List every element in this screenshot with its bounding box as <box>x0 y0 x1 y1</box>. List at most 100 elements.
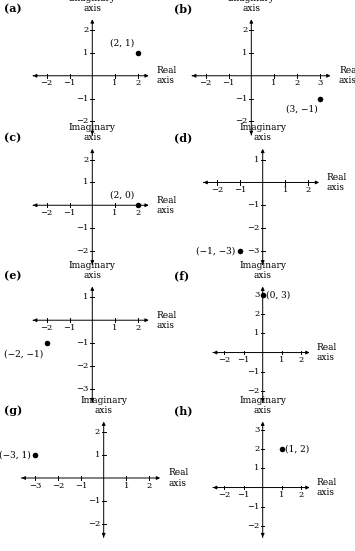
Text: Real
axis: Real axis <box>316 478 337 497</box>
Text: 1: 1 <box>95 451 100 459</box>
Text: (c): (c) <box>4 132 21 143</box>
Text: (f): (f) <box>174 270 189 281</box>
Text: 2: 2 <box>242 26 248 34</box>
Text: 2: 2 <box>254 445 260 453</box>
Text: 1: 1 <box>83 294 89 301</box>
Text: 1: 1 <box>124 482 129 490</box>
Text: −3: −3 <box>76 385 89 392</box>
Text: 3: 3 <box>317 79 322 88</box>
Text: −2: −2 <box>218 490 231 499</box>
Text: Real
axis: Real axis <box>169 468 189 488</box>
Text: 1: 1 <box>253 156 259 164</box>
Text: (0, 3): (0, 3) <box>266 291 290 300</box>
Text: (−2, −1): (−2, −1) <box>4 349 43 358</box>
Text: Real
axis: Real axis <box>156 196 176 215</box>
Text: Imaginary
axis: Imaginary axis <box>239 396 286 415</box>
Text: (d): (d) <box>174 132 192 143</box>
Text: 1: 1 <box>283 186 288 194</box>
Text: (3, −1): (3, −1) <box>286 104 317 114</box>
Text: −2: −2 <box>76 362 89 370</box>
Text: −2: −2 <box>235 117 248 125</box>
Text: −1: −1 <box>234 186 246 194</box>
Text: −1: −1 <box>63 209 76 217</box>
Text: −2: −2 <box>211 186 223 194</box>
Text: (b): (b) <box>174 3 192 14</box>
Text: 2: 2 <box>95 429 100 436</box>
Text: −1: −1 <box>63 324 76 332</box>
Text: −1: −1 <box>237 490 250 499</box>
Text: −1: −1 <box>63 79 76 88</box>
Text: −1: −1 <box>76 224 89 232</box>
Text: −1: −1 <box>247 503 260 511</box>
Text: Imaginary
axis: Imaginary axis <box>69 123 116 143</box>
Text: Imaginary
axis: Imaginary axis <box>228 0 275 13</box>
Text: (a): (a) <box>4 3 21 14</box>
Text: −2: −2 <box>247 387 260 395</box>
Text: Imaginary
axis: Imaginary axis <box>239 261 286 280</box>
Text: −2: −2 <box>247 522 260 530</box>
Text: 2: 2 <box>147 482 152 490</box>
Text: −2: −2 <box>40 79 53 88</box>
Text: 1: 1 <box>83 49 89 57</box>
Text: Imaginary
axis: Imaginary axis <box>69 261 116 280</box>
Text: −2: −2 <box>40 324 53 332</box>
Text: (1, 2): (1, 2) <box>285 445 309 454</box>
Text: 2: 2 <box>294 79 300 88</box>
Text: 2: 2 <box>135 79 141 88</box>
Text: 2: 2 <box>306 186 311 194</box>
Text: 2: 2 <box>83 26 89 34</box>
Text: 2: 2 <box>83 156 89 164</box>
Text: 2: 2 <box>298 355 304 364</box>
Text: 1: 1 <box>254 464 260 472</box>
Text: −1: −1 <box>247 368 260 376</box>
Text: (−3, 1): (−3, 1) <box>0 451 31 460</box>
Text: (g): (g) <box>4 405 22 416</box>
Text: Real
axis: Real axis <box>327 173 347 192</box>
Text: 1: 1 <box>83 179 89 186</box>
Text: −1: −1 <box>76 339 89 347</box>
Text: 1: 1 <box>242 49 248 57</box>
Text: Imaginary
axis: Imaginary axis <box>239 123 286 143</box>
Text: Real
axis: Real axis <box>339 66 355 85</box>
Text: Real
axis: Real axis <box>156 311 176 330</box>
Text: −1: −1 <box>88 497 100 505</box>
Text: 2: 2 <box>298 490 304 499</box>
Text: −2: −2 <box>247 224 259 232</box>
Text: −1: −1 <box>222 79 235 88</box>
Text: (e): (e) <box>4 270 21 281</box>
Text: Imaginary
axis: Imaginary axis <box>69 0 116 13</box>
Text: −3: −3 <box>247 247 259 255</box>
Text: −1: −1 <box>75 482 87 490</box>
Text: 1: 1 <box>272 79 277 88</box>
Text: −3: −3 <box>29 482 42 490</box>
Text: (h): (h) <box>174 405 192 416</box>
Text: Imaginary
axis: Imaginary axis <box>80 396 127 415</box>
Text: −2: −2 <box>52 482 64 490</box>
Text: −2: −2 <box>40 209 53 217</box>
Text: 1: 1 <box>254 329 260 337</box>
Text: (−1, −3): (−1, −3) <box>196 246 235 255</box>
Text: Real
axis: Real axis <box>156 66 176 85</box>
Text: −2: −2 <box>218 355 231 364</box>
Text: 1: 1 <box>113 79 118 88</box>
Text: −2: −2 <box>76 117 89 125</box>
Text: 1: 1 <box>113 324 118 332</box>
Text: −2: −2 <box>76 247 89 255</box>
Text: 3: 3 <box>254 426 260 434</box>
Text: 2: 2 <box>135 209 141 217</box>
Text: 1: 1 <box>279 490 284 499</box>
Text: (2, 1): (2, 1) <box>110 38 135 47</box>
Text: 1: 1 <box>279 355 284 364</box>
Text: 1: 1 <box>113 209 118 217</box>
Text: −1: −1 <box>237 355 250 364</box>
Text: −1: −1 <box>247 201 259 209</box>
Text: −2: −2 <box>200 79 212 88</box>
Text: 2: 2 <box>135 324 141 332</box>
Text: −1: −1 <box>235 95 248 102</box>
Text: Real
axis: Real axis <box>316 343 337 362</box>
Text: 2: 2 <box>254 310 260 318</box>
Text: −1: −1 <box>76 95 89 102</box>
Text: −2: −2 <box>88 520 100 527</box>
Text: (2, 0): (2, 0) <box>110 191 135 199</box>
Text: 3: 3 <box>254 291 260 299</box>
